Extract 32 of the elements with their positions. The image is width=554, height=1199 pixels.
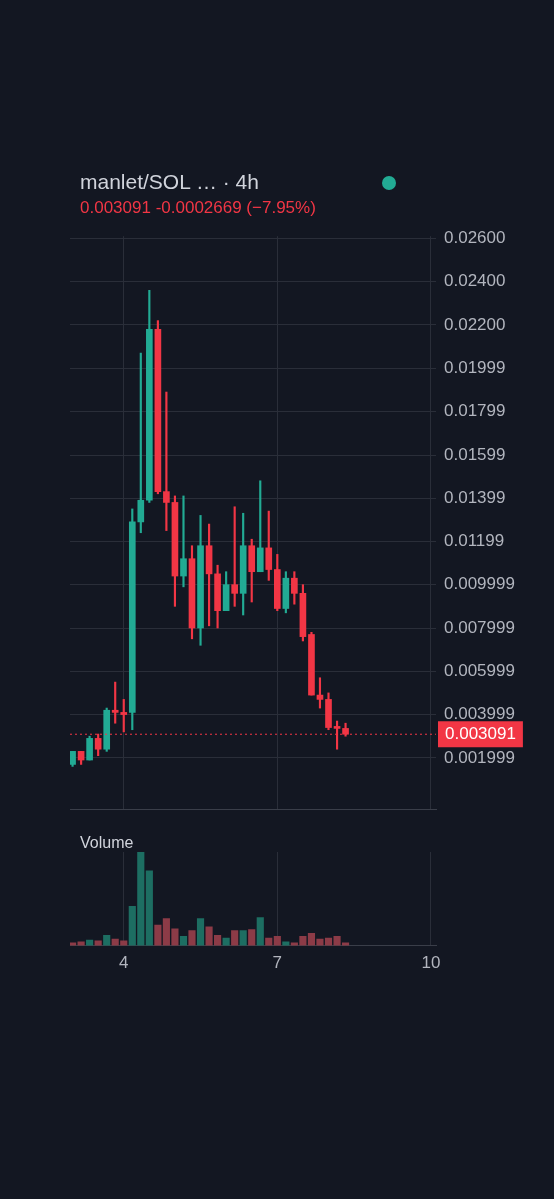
chart-title: manlet/SOL … · 4h (80, 170, 260, 194)
y-tick-label: 0.02200 (444, 314, 506, 334)
y-tick-label: 0.01999 (444, 358, 506, 378)
x-tick-label: 4 (119, 953, 129, 973)
y-tick-label: 0.02400 (444, 271, 506, 291)
bar (70, 942, 77, 946)
y-tick-label: 0.009999 (444, 574, 515, 594)
bar (273, 935, 281, 946)
y-tick-label: 0.003999 (444, 704, 515, 724)
bar (256, 917, 264, 946)
bar (145, 870, 153, 946)
bar (154, 924, 162, 946)
y-tick-label: 0.01799 (444, 401, 506, 421)
chart-title: Volume (80, 834, 135, 852)
bar (188, 930, 196, 946)
y-tick-label: 0.02600 (444, 228, 506, 248)
y-tick-label: 0.001999 (444, 747, 515, 767)
y-tick-label: 0.01399 (444, 488, 506, 508)
bar (179, 935, 188, 946)
x-tick-label: 7 (272, 953, 283, 973)
y-tick-label: 0.01199 (444, 531, 505, 551)
x-tick-label: 10 (421, 953, 441, 973)
y-tick-label: 0.007999 (444, 617, 515, 637)
bar (248, 929, 256, 946)
bar (239, 930, 247, 946)
y-tick-label: 0.01599 (444, 444, 506, 464)
ref-line-label: 0.003091 (445, 723, 516, 743)
bar (103, 934, 111, 946)
bar (231, 930, 239, 946)
y-tick-label: 0.005999 (444, 660, 515, 680)
chart-subtitle: 0.003091 -0.0002669 (−7.95%) (80, 198, 317, 218)
bar (196, 918, 205, 946)
